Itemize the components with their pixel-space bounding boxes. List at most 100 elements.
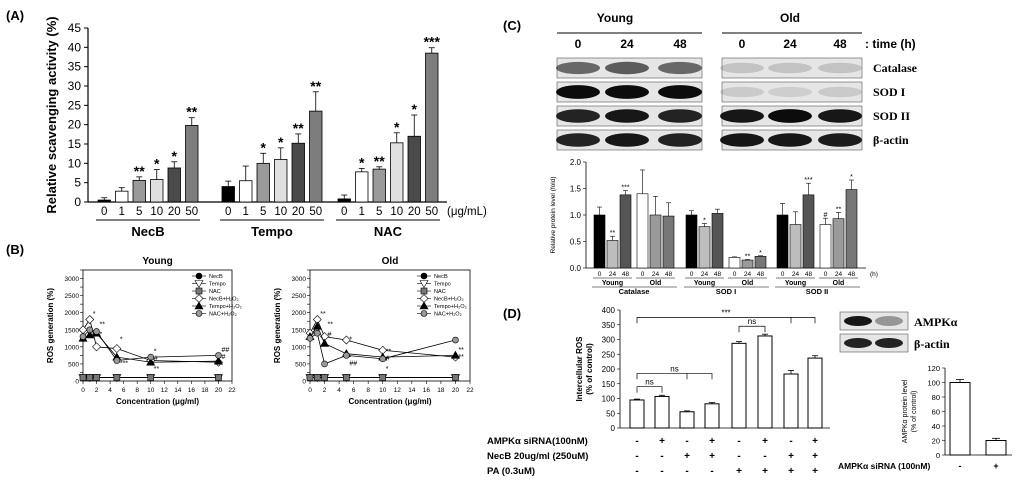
bar xyxy=(636,193,649,269)
significance-mark: * xyxy=(154,349,157,356)
x-tick-label: 4 xyxy=(108,387,112,394)
significance-mark: ** xyxy=(310,78,321,94)
significance-mark: * xyxy=(172,148,178,164)
bar xyxy=(185,125,199,203)
blot-band xyxy=(556,109,600,123)
data-point xyxy=(306,335,314,342)
dose-label: 1 xyxy=(119,206,125,218)
x-tick-label: 0 xyxy=(308,387,312,394)
x-tick-label: 6 xyxy=(352,387,356,394)
legend-marker xyxy=(419,280,429,289)
legend-marker xyxy=(194,294,204,303)
y-tick-label: 120 xyxy=(927,364,940,373)
significance-mark: # xyxy=(154,356,158,363)
time-label: 0 xyxy=(575,37,582,51)
significance-mark: *** xyxy=(424,34,441,50)
condition-sign: - xyxy=(660,451,663,462)
data-point xyxy=(147,374,155,381)
dose-label: 1 xyxy=(359,206,365,218)
time-label: 48 xyxy=(833,37,847,51)
blot-band xyxy=(720,109,764,123)
group-label: Tempo xyxy=(251,224,293,239)
data-point xyxy=(92,342,101,352)
significance-mark: * xyxy=(412,101,418,117)
unit-label: (h) xyxy=(870,271,878,278)
blot-band xyxy=(720,86,764,98)
data-point xyxy=(113,357,121,364)
y-axis-title: Intercellular ROS xyxy=(575,336,584,402)
y-tick-label: 30 xyxy=(68,79,82,93)
significance-mark: ** xyxy=(386,349,392,356)
data-point xyxy=(215,374,222,381)
dose-label: 1 xyxy=(243,206,249,218)
group-label: SOD II xyxy=(806,287,829,296)
legend-marker xyxy=(420,310,428,317)
time-axis-label: : time (h) xyxy=(865,37,916,51)
comparison-bracket xyxy=(636,386,663,393)
y-tick-label: 1.5 xyxy=(570,185,582,194)
age-label: Young xyxy=(694,280,715,287)
bar xyxy=(619,194,632,269)
bar xyxy=(741,259,754,269)
data-point xyxy=(452,374,459,381)
time-tick-label: 0 xyxy=(690,271,694,278)
data-point xyxy=(146,357,156,366)
significance-mark: ** xyxy=(100,321,106,328)
data-point xyxy=(320,338,330,347)
data-point xyxy=(341,335,351,345)
condition-sign: + xyxy=(993,461,998,471)
unit-label: (μg/mL) xyxy=(447,206,487,218)
data-point xyxy=(379,355,387,363)
dose-label: 0 xyxy=(225,206,231,218)
significance-mark: * xyxy=(394,119,400,135)
legend-marker xyxy=(195,310,203,317)
protein-label: β-actin xyxy=(873,133,909,147)
significance-mark: # xyxy=(386,356,390,363)
x-tick-label: 12 xyxy=(161,387,169,394)
condition-sign: + xyxy=(788,451,794,462)
bar xyxy=(845,189,858,269)
legend-marker xyxy=(420,272,428,280)
significance-mark: # xyxy=(824,212,828,219)
bar xyxy=(606,240,619,269)
x-tick-label: 12 xyxy=(394,387,402,394)
panel-b-young-line-chart: Young 0 500 1000 1500 2000 2500 3000 0 2 4 6 8 10 12 14… xyxy=(46,256,242,406)
y-tick-label: 400 xyxy=(602,306,616,315)
time-tick-label: 0 xyxy=(781,271,785,278)
significance-mark: ** xyxy=(745,254,751,261)
x-tick-label: 20 xyxy=(215,387,223,394)
significance-mark: ** xyxy=(610,230,616,237)
legend-label: NAC+H₂O₂ xyxy=(209,312,237,318)
panel-d-left-bar-chart: 0 50 100 150 200 250 300 350 400 Intercellular RO… xyxy=(487,306,830,477)
legend-label: Tempo xyxy=(434,282,451,288)
x-tick-label: 10 xyxy=(379,387,387,394)
y-tick-label: 1500 xyxy=(292,327,307,334)
x-tick-label: 22 xyxy=(466,387,474,394)
condition-sign: - xyxy=(685,466,688,477)
y-tick-label: 2000 xyxy=(65,310,80,317)
bar xyxy=(115,190,129,203)
data-point xyxy=(343,374,350,381)
age-label: Young xyxy=(602,280,623,287)
y-axis-title: Relative scavenging activity (%) xyxy=(44,16,59,213)
age-label: Young xyxy=(785,280,806,287)
blot-band xyxy=(818,62,862,74)
condition-label: PA (0.3uM) xyxy=(487,466,535,477)
condition-sign: + xyxy=(812,466,818,477)
condition-sign: - xyxy=(789,436,792,447)
time-tick-label: 48 xyxy=(714,271,722,278)
bar xyxy=(593,214,606,269)
blot-band xyxy=(818,133,862,147)
x-tick-label: 18 xyxy=(437,387,445,394)
condition-label: NecB 20ug/ml (250uM) xyxy=(487,451,588,462)
bar xyxy=(711,213,724,269)
legend-label: NecB xyxy=(209,274,223,280)
chart-title: Old xyxy=(382,256,399,267)
group-label: NecB xyxy=(131,224,164,239)
blot-band xyxy=(658,133,702,147)
time-tick-label: 0 xyxy=(641,271,645,278)
comparison-label: ns xyxy=(645,378,653,387)
y-tick-label: 0 xyxy=(936,451,940,460)
y-tick-label: 35 xyxy=(68,60,82,74)
